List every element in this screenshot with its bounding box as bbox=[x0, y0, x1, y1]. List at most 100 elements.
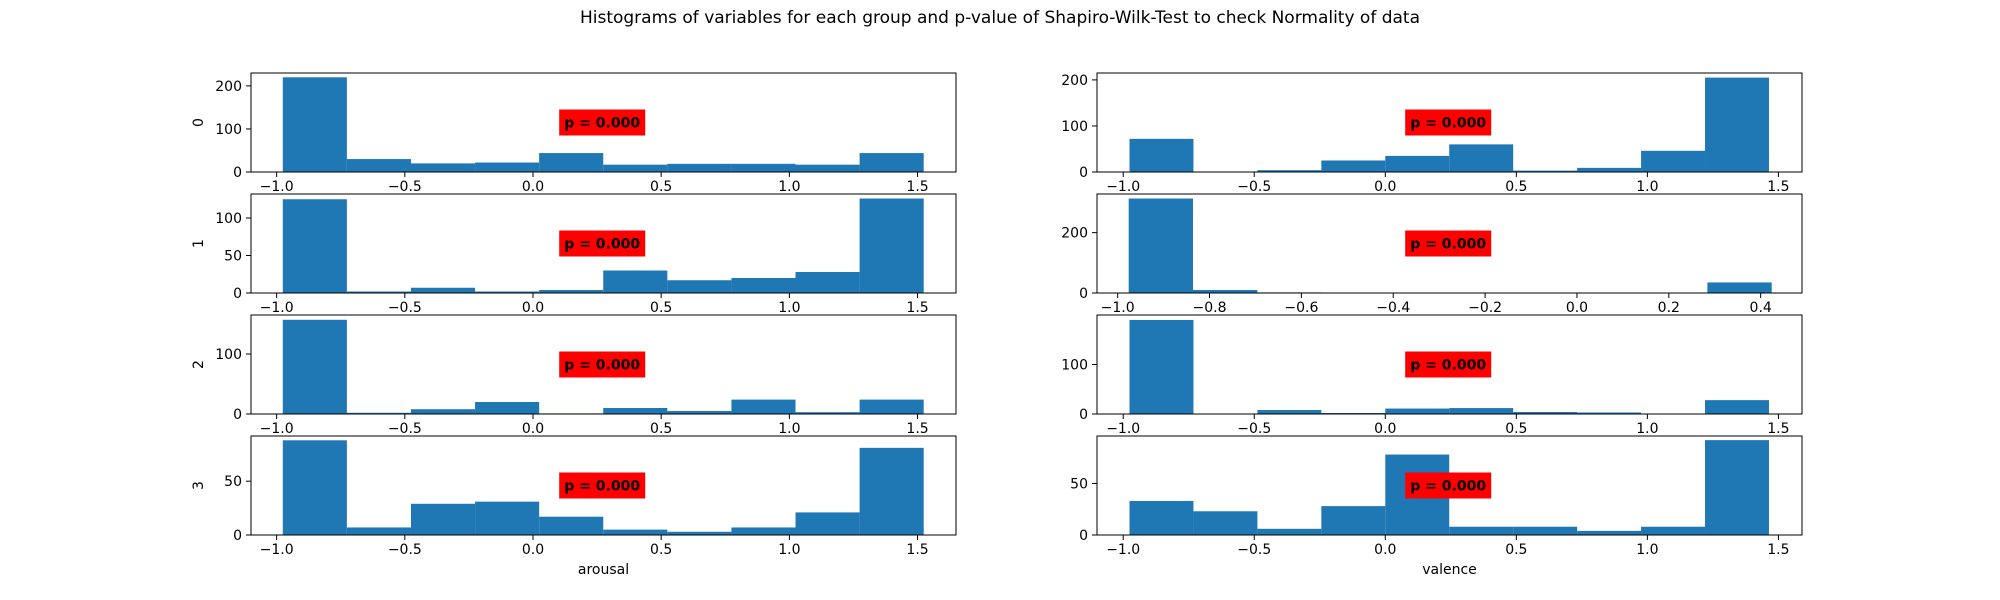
histogram-bar bbox=[539, 290, 604, 293]
p-value-label: p = 0.000 bbox=[564, 237, 640, 253]
x-tick-label: −0.4 bbox=[1376, 300, 1410, 316]
histogram-bar bbox=[603, 408, 668, 414]
histogram-bar bbox=[410, 503, 476, 535]
p-value-label: p = 0.000 bbox=[1410, 237, 1486, 253]
histogram-bar bbox=[1641, 526, 1706, 535]
x-tick-label: 1.5 bbox=[906, 542, 928, 558]
x-axis-label: valence bbox=[1422, 562, 1477, 578]
p-value-box bbox=[559, 109, 646, 136]
x-tick-label: 0.0 bbox=[1374, 542, 1396, 558]
x-tick-label: 1.0 bbox=[1636, 179, 1658, 195]
x-tick-label: −1.0 bbox=[1106, 179, 1140, 195]
histogram-bar bbox=[346, 159, 411, 172]
x-tick-label: 0.4 bbox=[1750, 300, 1772, 316]
x-tick-label: −0.5 bbox=[1237, 179, 1271, 195]
x-tick-label: −1.0 bbox=[260, 300, 294, 316]
x-tick-label: −0.5 bbox=[388, 421, 422, 437]
x-tick-label: −0.5 bbox=[388, 179, 422, 195]
histogram-bar bbox=[282, 199, 347, 293]
y-tick-label: 0 bbox=[1079, 528, 1088, 544]
histogram-bar bbox=[539, 153, 604, 172]
histogram-bar bbox=[1449, 526, 1514, 535]
x-tick-label: −1.0 bbox=[260, 179, 294, 195]
subplot-valence-0: −1.0 −0.5 0.0 0.5 1.0 1.5 0 100 200 p = 0.000 bbox=[1061, 72, 1803, 195]
axes-frame bbox=[1096, 72, 1803, 173]
axes-frame bbox=[250, 435, 957, 536]
y-tick-label: 0 bbox=[233, 286, 242, 302]
histogram-bar bbox=[1385, 155, 1450, 172]
histogram-bar bbox=[1257, 170, 1322, 172]
histogram-bar bbox=[1513, 412, 1578, 414]
x-tick-label: −1.0 bbox=[1106, 421, 1140, 437]
histogram-bar bbox=[1129, 138, 1194, 172]
histogram-bar bbox=[1641, 150, 1706, 172]
histogram-bar bbox=[475, 291, 540, 293]
y-tick-label: 100 bbox=[215, 122, 242, 138]
histogram-bar bbox=[795, 512, 860, 535]
subplot-valence-1: −1.0 −0.8 −0.6 −0.4 −0.2 0.0 0.2 0.4 0 200 p = 0.0… bbox=[1061, 193, 1803, 316]
x-tick-label: 1.5 bbox=[1767, 179, 1789, 195]
histogram-bar bbox=[731, 163, 796, 172]
p-value-label: p = 0.000 bbox=[564, 358, 640, 374]
x-tick-label: −0.5 bbox=[388, 300, 422, 316]
subplot-arousal-2: −1.0 −0.5 0.0 0.5 1.0 1.5 0 100 2 p = 0.000 bbox=[191, 314, 957, 437]
histogram-bar bbox=[1128, 198, 1193, 293]
y-axis-label: 3 bbox=[191, 481, 207, 490]
x-tick-label: 0.5 bbox=[650, 542, 672, 558]
x-tick-label: 1.0 bbox=[1636, 542, 1658, 558]
axes-frame bbox=[1096, 193, 1803, 294]
histogram-bar bbox=[1257, 528, 1322, 535]
histogram-bar bbox=[1449, 144, 1514, 172]
x-tick-label: 1.5 bbox=[906, 300, 928, 316]
y-tick-label: 0 bbox=[233, 165, 242, 181]
x-tick-label: −1.0 bbox=[1106, 542, 1140, 558]
histogram-bar bbox=[1449, 408, 1514, 414]
histogram-bar bbox=[1513, 526, 1578, 535]
histogram-bar bbox=[282, 440, 347, 535]
histogram-bar bbox=[667, 163, 732, 172]
histogram-bar bbox=[475, 162, 540, 172]
histogram-bar bbox=[1705, 400, 1769, 414]
p-value-label: p = 0.000 bbox=[564, 479, 640, 495]
x-tick-label: −1.0 bbox=[260, 421, 294, 437]
x-tick-label: −1.0 bbox=[260, 542, 294, 558]
histogram-bar bbox=[859, 399, 924, 414]
y-tick-label: 100 bbox=[215, 347, 242, 363]
y-tick-label: 200 bbox=[1061, 226, 1088, 242]
x-tick-label: −0.6 bbox=[1284, 300, 1318, 316]
x-tick-label: 0.5 bbox=[1505, 542, 1527, 558]
y-tick-label: 0 bbox=[233, 407, 242, 423]
x-tick-label: 1.0 bbox=[778, 542, 800, 558]
subplot-arousal-0: −1.0 −0.5 0.0 0.5 1.0 1.5 0 100 200 0 p = 0.000 bbox=[191, 72, 957, 195]
histogram-bar bbox=[1192, 289, 1258, 293]
histogram-bar bbox=[1257, 410, 1322, 414]
x-tick-label: 0.0 bbox=[1374, 421, 1396, 437]
histogram-bar bbox=[859, 153, 924, 172]
histogram-bar bbox=[795, 272, 860, 293]
subplot-arousal-3: −1.0 −0.5 0.0 0.5 1.0 1.5 0 50 3 arousal p = 0.000 bbox=[191, 435, 957, 578]
histogram-bar bbox=[859, 447, 924, 535]
y-axis-label: 2 bbox=[191, 360, 207, 369]
histogram-bar bbox=[731, 527, 796, 535]
x-tick-label: 0.5 bbox=[650, 421, 672, 437]
p-value-box bbox=[559, 472, 646, 499]
histogram-bar bbox=[282, 77, 347, 172]
histogram-bar bbox=[1385, 408, 1450, 414]
p-value-box bbox=[559, 230, 646, 257]
p-value-label: p = 0.000 bbox=[564, 116, 640, 132]
histogram-bar bbox=[603, 270, 668, 293]
histogram-bar bbox=[795, 412, 860, 414]
axes-frame bbox=[250, 72, 957, 173]
y-axis-label: 1 bbox=[191, 239, 207, 248]
histogram-bar bbox=[731, 278, 796, 293]
x-tick-label: 1.0 bbox=[778, 421, 800, 437]
histogram-bar bbox=[410, 287, 476, 293]
histogram-bar bbox=[667, 531, 732, 535]
histogram-bar bbox=[1577, 167, 1642, 172]
histogram-bar bbox=[539, 516, 604, 535]
histogram-bar bbox=[1321, 160, 1386, 172]
p-value-box bbox=[1405, 351, 1492, 378]
y-tick-label: 50 bbox=[1070, 476, 1088, 492]
histogram-bar bbox=[603, 164, 668, 172]
